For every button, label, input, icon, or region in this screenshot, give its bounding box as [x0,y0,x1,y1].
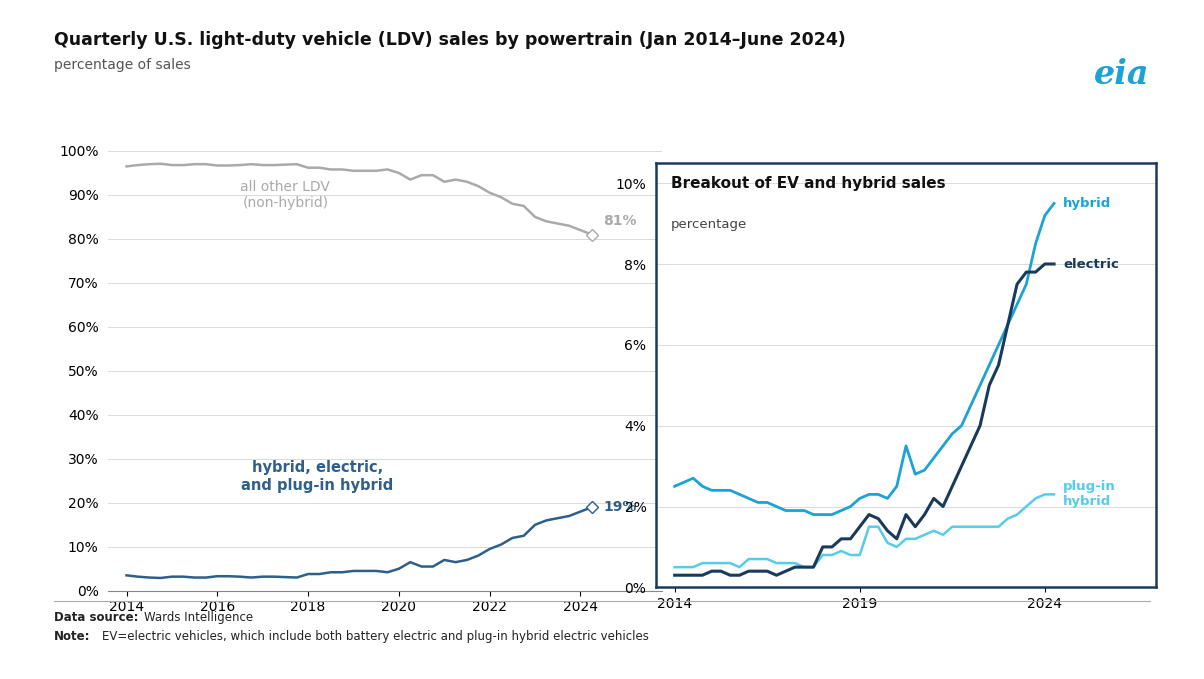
Text: eia: eia [1094,58,1150,91]
Text: hybrid: hybrid [1063,197,1111,210]
Text: 19%: 19% [603,500,637,514]
Text: Data source:: Data source: [54,611,138,624]
Text: percentage of sales: percentage of sales [54,58,191,72]
Text: Breakout of EV and hybrid sales: Breakout of EV and hybrid sales [671,176,946,191]
Text: all other LDV
(non-hybrid): all other LDV (non-hybrid) [241,180,330,210]
Text: percentage: percentage [671,218,748,231]
Text: electric: electric [1063,257,1120,270]
Text: Note:: Note: [54,630,90,643]
Text: EV=electric vehicles, which include both battery electric and plug-in hybrid ele: EV=electric vehicles, which include both… [102,630,649,643]
Text: Quarterly U.S. light-duty vehicle (LDV) sales by powertrain (Jan 2014–June 2024): Quarterly U.S. light-duty vehicle (LDV) … [54,31,846,49]
Text: plug-in
hybrid: plug-in hybrid [1063,480,1116,509]
Text: hybrid, electric,
and plug-in hybrid: hybrid, electric, and plug-in hybrid [241,460,394,492]
Text: Wards Intelligence: Wards Intelligence [144,611,254,624]
Text: 81%: 81% [603,215,637,228]
